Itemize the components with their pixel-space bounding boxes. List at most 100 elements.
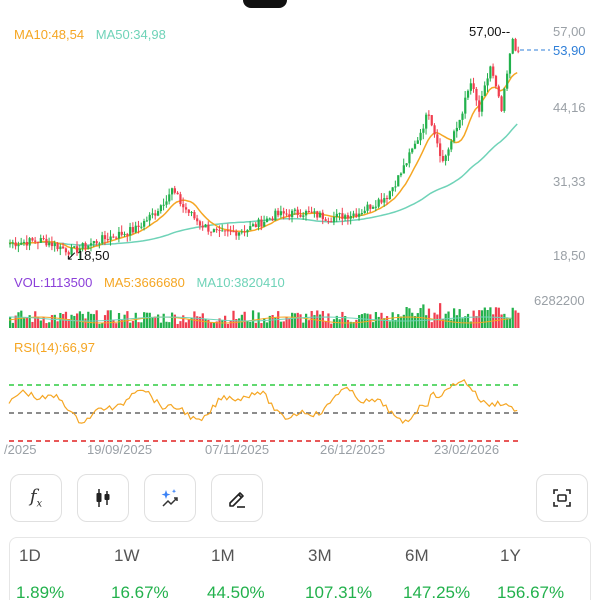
candle-body xyxy=(439,143,442,156)
draw-button[interactable] xyxy=(211,474,263,522)
date-label-3: 26/12/2025 xyxy=(320,442,386,457)
date-label-4: 23/02/2026 xyxy=(434,442,500,457)
candle-body xyxy=(17,244,20,247)
volume-bar xyxy=(302,322,305,328)
candle-body xyxy=(419,132,422,141)
volume-bar xyxy=(430,322,433,328)
candle-body xyxy=(394,186,397,188)
candle-body xyxy=(159,205,163,212)
candle-body xyxy=(148,214,151,221)
candle-body xyxy=(277,210,280,216)
volume-bar xyxy=(165,321,168,328)
candle-body xyxy=(76,246,79,253)
volume-bar xyxy=(11,322,15,328)
period-3m-label[interactable]: 3M xyxy=(308,546,332,565)
candle-body xyxy=(271,218,274,221)
candle-body xyxy=(53,243,56,247)
chart-type-button[interactable] xyxy=(77,474,129,522)
indicator-button[interactable]: fx xyxy=(10,474,62,522)
candle-body xyxy=(115,237,118,239)
volume-bar xyxy=(335,315,338,328)
volume-bar xyxy=(243,311,246,328)
candle-body xyxy=(145,220,149,222)
candle-body xyxy=(39,238,42,243)
volume-bar xyxy=(282,321,285,328)
candle-body xyxy=(332,217,336,223)
volume-bar xyxy=(198,316,202,328)
volume-bar xyxy=(249,321,252,328)
volume-bar xyxy=(352,322,355,328)
volume-bar xyxy=(190,317,193,328)
candle-body xyxy=(447,149,450,156)
period-1y-label[interactable]: 1Y xyxy=(500,546,521,565)
volume-bar xyxy=(112,320,115,328)
candle-body xyxy=(441,155,445,161)
candle-body xyxy=(503,88,506,111)
candle-body xyxy=(28,238,31,246)
candle-body xyxy=(461,113,464,120)
volume-bar xyxy=(187,319,190,328)
candle-body xyxy=(274,210,277,221)
candle-body xyxy=(140,226,143,228)
volume-bar xyxy=(151,317,154,328)
candle-body xyxy=(98,243,101,245)
candle-body xyxy=(84,243,87,249)
candle-body xyxy=(123,233,126,235)
volume-bar xyxy=(469,321,472,328)
volume-bar xyxy=(28,315,31,328)
volume-bar xyxy=(254,322,257,328)
volume-bar xyxy=(50,315,54,328)
volume-bar xyxy=(447,311,450,328)
candle-body xyxy=(321,212,324,220)
candle-body xyxy=(34,240,37,242)
volume-bar xyxy=(173,314,176,328)
volume-bar xyxy=(296,312,299,328)
volume-bar xyxy=(53,314,56,328)
volume-bar xyxy=(489,307,492,328)
candle-body xyxy=(59,246,62,250)
screenshot-button[interactable] xyxy=(536,474,588,522)
candle-body xyxy=(212,229,216,233)
candle-body xyxy=(249,226,252,231)
period-1y-value: 156.67% xyxy=(497,583,565,602)
candle-body xyxy=(187,209,190,213)
candle-body xyxy=(151,213,154,215)
candle-body xyxy=(260,219,263,227)
candle-body xyxy=(45,238,48,246)
candle-body xyxy=(383,198,386,203)
candle-body xyxy=(318,212,322,218)
candle-body xyxy=(307,211,311,213)
candle-body xyxy=(458,119,461,128)
volume-bar xyxy=(131,321,135,328)
volume-bar xyxy=(45,323,48,328)
candle-body xyxy=(237,232,241,236)
volume-bar xyxy=(78,311,82,328)
volume-bar xyxy=(458,309,461,328)
vol-ma10: MA10:3820410 xyxy=(196,275,285,290)
volume-bar xyxy=(422,304,425,328)
volume-bar xyxy=(184,322,188,328)
volume-bar xyxy=(332,319,336,328)
volume-bar xyxy=(263,318,266,328)
candle-body xyxy=(73,246,76,248)
period-6m-label[interactable]: 6M xyxy=(405,546,429,565)
candle-body xyxy=(349,215,352,219)
candle-body xyxy=(360,213,364,215)
volume-bar xyxy=(391,312,394,328)
candle-body xyxy=(48,242,51,246)
volume-bar xyxy=(31,321,34,328)
candle-body xyxy=(263,221,266,227)
period-1d-label[interactable]: 1D xyxy=(19,546,41,565)
candle-body xyxy=(226,230,230,232)
draw-pencil-icon xyxy=(229,492,245,508)
candle-body xyxy=(224,230,227,232)
volume-bar xyxy=(324,321,327,328)
candle-body xyxy=(20,242,23,245)
period-1w-label[interactable]: 1W xyxy=(114,546,140,565)
period-1m-label[interactable]: 1M xyxy=(211,546,235,565)
volume-bar xyxy=(25,316,28,328)
candle-body xyxy=(221,230,224,232)
volume-bar xyxy=(486,310,489,328)
price-chart[interactable] xyxy=(0,0,600,470)
ai-analysis-button[interactable] xyxy=(144,474,196,522)
